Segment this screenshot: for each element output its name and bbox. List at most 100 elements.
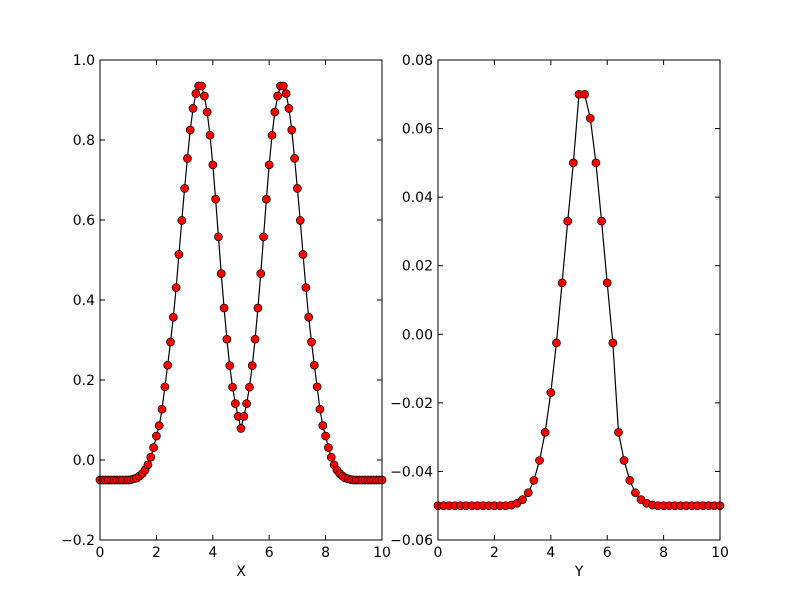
left-data-point bbox=[216, 269, 226, 278]
right-data-point bbox=[552, 338, 561, 348]
right-y-tick-label: −0.04 bbox=[390, 464, 433, 480]
right-data-point bbox=[557, 278, 567, 288]
left-data-point bbox=[250, 334, 260, 344]
left-data-point bbox=[326, 452, 336, 462]
right-data-point bbox=[529, 475, 539, 485]
right-data-point bbox=[625, 475, 635, 485]
left-y-tick-label: 0.0 bbox=[73, 453, 95, 469]
left-x-tick-label: 0 bbox=[96, 545, 105, 561]
right-axis-ticks: 0 2 4 6 8 10 −0.06 −0.04 −0.02 0.00 0.02 0.04 0.06 0.… bbox=[390, 53, 729, 561]
right-data-point bbox=[540, 427, 550, 437]
left-data-point bbox=[160, 382, 170, 392]
right-plot-series bbox=[433, 89, 725, 511]
left-data-point bbox=[281, 89, 291, 98]
left-x-tick-label: 2 bbox=[152, 545, 161, 561]
right-x-axis-label: Y bbox=[574, 564, 584, 580]
right-y-tick-label: 0.06 bbox=[402, 122, 433, 138]
left-x-tick-label: 10 bbox=[373, 545, 391, 561]
left-data-point bbox=[197, 81, 206, 91]
right-data-point bbox=[631, 488, 640, 498]
left-data-point bbox=[180, 184, 189, 193]
right-data-point bbox=[614, 427, 623, 437]
right-data-point bbox=[608, 338, 618, 348]
left-data-point bbox=[307, 337, 316, 347]
right-x-tick-label: 0 bbox=[434, 545, 443, 561]
left-data-point bbox=[149, 443, 158, 452]
left-data-point bbox=[309, 360, 319, 370]
right-y-tick-label: −0.06 bbox=[390, 533, 433, 549]
left-data-point bbox=[298, 250, 308, 259]
right-y-tick-label: −0.02 bbox=[390, 396, 433, 412]
left-data-point bbox=[278, 81, 288, 91]
left-data-point bbox=[171, 283, 181, 292]
left-y-tick-label: 0.8 bbox=[73, 133, 95, 149]
right-data-point bbox=[569, 158, 578, 168]
right-data-point bbox=[546, 388, 556, 397]
left-data-point bbox=[191, 89, 201, 98]
left-data-point bbox=[242, 399, 251, 408]
left-data-point bbox=[324, 443, 333, 452]
right-data-point bbox=[602, 278, 612, 288]
left-x-axis-label: X bbox=[236, 564, 246, 580]
left-data-point bbox=[264, 160, 274, 170]
right-plot-frame bbox=[437, 59, 721, 541]
left-data-point bbox=[253, 303, 263, 313]
right-x-tick-label: 8 bbox=[659, 545, 668, 561]
left-data-point bbox=[321, 431, 330, 441]
left-data-point bbox=[315, 404, 325, 414]
left-panel: 0 2 4 6 8 10 −0.2 0.0 0.2 0.4 0.6 0.8 1.0 X bbox=[61, 53, 391, 580]
left-data-point bbox=[214, 232, 223, 242]
right-y-tick-label: 0.00 bbox=[402, 327, 433, 343]
right-y-tick-label: 0.04 bbox=[402, 190, 433, 206]
left-data-point bbox=[208, 160, 218, 170]
left-data-point bbox=[262, 194, 271, 204]
left-data-point bbox=[183, 154, 192, 163]
left-data-point bbox=[166, 337, 175, 347]
left-data-point bbox=[295, 216, 305, 225]
right-data-point bbox=[597, 216, 606, 226]
left-data-point bbox=[146, 452, 156, 462]
left-data-point bbox=[267, 130, 277, 140]
left-data-point bbox=[318, 421, 328, 430]
right-data-point bbox=[591, 158, 601, 168]
left-data-point bbox=[259, 232, 268, 242]
right-y-tick-label: 0.08 bbox=[402, 53, 433, 69]
right-data-point bbox=[585, 113, 595, 123]
left-data-point bbox=[163, 360, 173, 370]
left-data-point bbox=[287, 125, 297, 135]
right-data-point bbox=[523, 488, 533, 498]
left-data-point bbox=[301, 283, 311, 292]
left-data-point bbox=[168, 312, 178, 322]
left-data-point bbox=[202, 107, 212, 117]
left-data-point bbox=[152, 431, 161, 441]
right-panel: 0 2 4 6 8 10 −0.06 −0.04 −0.02 0.00 0.02 0.04 0.06 0.… bbox=[390, 53, 729, 580]
left-data-point bbox=[236, 424, 246, 433]
left-y-tick-label: −0.2 bbox=[61, 533, 95, 549]
left-y-tick-label: 0.4 bbox=[73, 293, 95, 309]
left-data-point bbox=[273, 91, 283, 101]
left-data-point bbox=[199, 91, 209, 101]
left-data-point bbox=[205, 130, 215, 140]
left-plot-series bbox=[95, 81, 387, 485]
left-data-point bbox=[304, 312, 314, 322]
left-x-tick-label: 8 bbox=[321, 545, 330, 561]
left-data-point bbox=[312, 382, 322, 392]
right-x-tick-label: 2 bbox=[490, 545, 499, 561]
right-y-tick-label: 0.02 bbox=[402, 259, 433, 275]
left-data-point bbox=[293, 184, 302, 193]
left-data-point bbox=[222, 334, 232, 344]
left-data-point bbox=[284, 104, 294, 113]
left-x-tick-label: 4 bbox=[208, 545, 217, 561]
left-y-tick-label: 0.6 bbox=[73, 213, 95, 229]
right-x-tick-label: 4 bbox=[546, 545, 555, 561]
right-data-point bbox=[518, 495, 527, 504]
left-data-point bbox=[157, 404, 167, 414]
left-data-point bbox=[256, 269, 266, 278]
right-x-tick-label: 6 bbox=[603, 545, 612, 561]
left-data-point bbox=[239, 412, 249, 421]
right-data-point bbox=[535, 456, 544, 465]
left-axis-ticks: 0 2 4 6 8 10 −0.2 0.0 0.2 0.4 0.6 0.8 1.0 bbox=[61, 53, 391, 561]
left-data-point bbox=[188, 104, 198, 113]
